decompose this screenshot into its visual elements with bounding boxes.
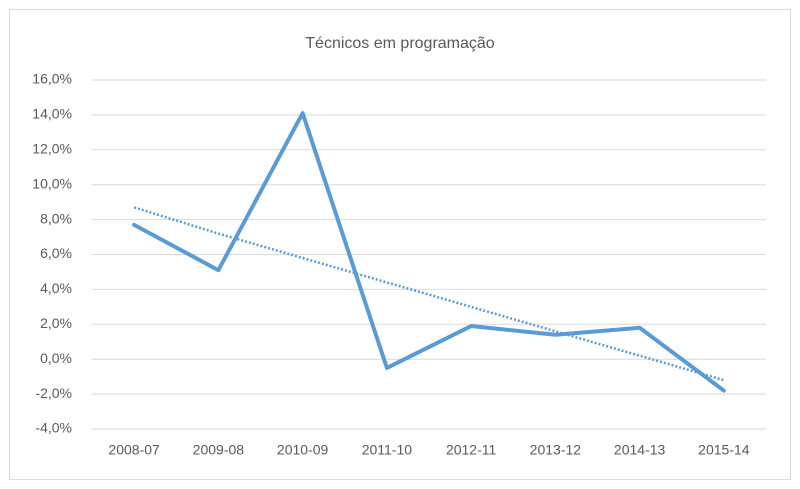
y-tick-label: 0,0% xyxy=(40,350,72,366)
x-tick-label: 2008-07 xyxy=(108,442,160,458)
y-tick-label: 16,0% xyxy=(32,71,72,87)
x-tick-label: 2011-10 xyxy=(362,442,413,458)
y-tick-label: 14,0% xyxy=(32,106,72,122)
y-tick-label: 2,0% xyxy=(40,315,72,331)
y-tick-label: 12,0% xyxy=(32,141,72,157)
y-tick-label: -4,0% xyxy=(35,420,72,436)
x-tick-label: 2015-14 xyxy=(698,442,750,458)
chart-title: Técnicos em programação xyxy=(305,35,495,52)
x-tick-label: 2010-09 xyxy=(277,442,329,458)
x-tick-label: 2009-08 xyxy=(193,442,245,458)
trendline xyxy=(133,206,725,382)
chart-border xyxy=(9,9,791,480)
y-tick-label: -2,0% xyxy=(35,385,72,401)
y-tick-label: 4,0% xyxy=(40,280,72,296)
y-tick-label: 6,0% xyxy=(40,245,72,261)
y-tick-label: 10,0% xyxy=(32,175,72,191)
data-line xyxy=(132,111,726,393)
x-tick-label: 2012-11 xyxy=(446,442,497,458)
x-tick-label: 2014-13 xyxy=(614,442,666,458)
y-tick-label: 8,0% xyxy=(40,210,72,226)
x-tick-label: 2013-12 xyxy=(530,442,582,458)
